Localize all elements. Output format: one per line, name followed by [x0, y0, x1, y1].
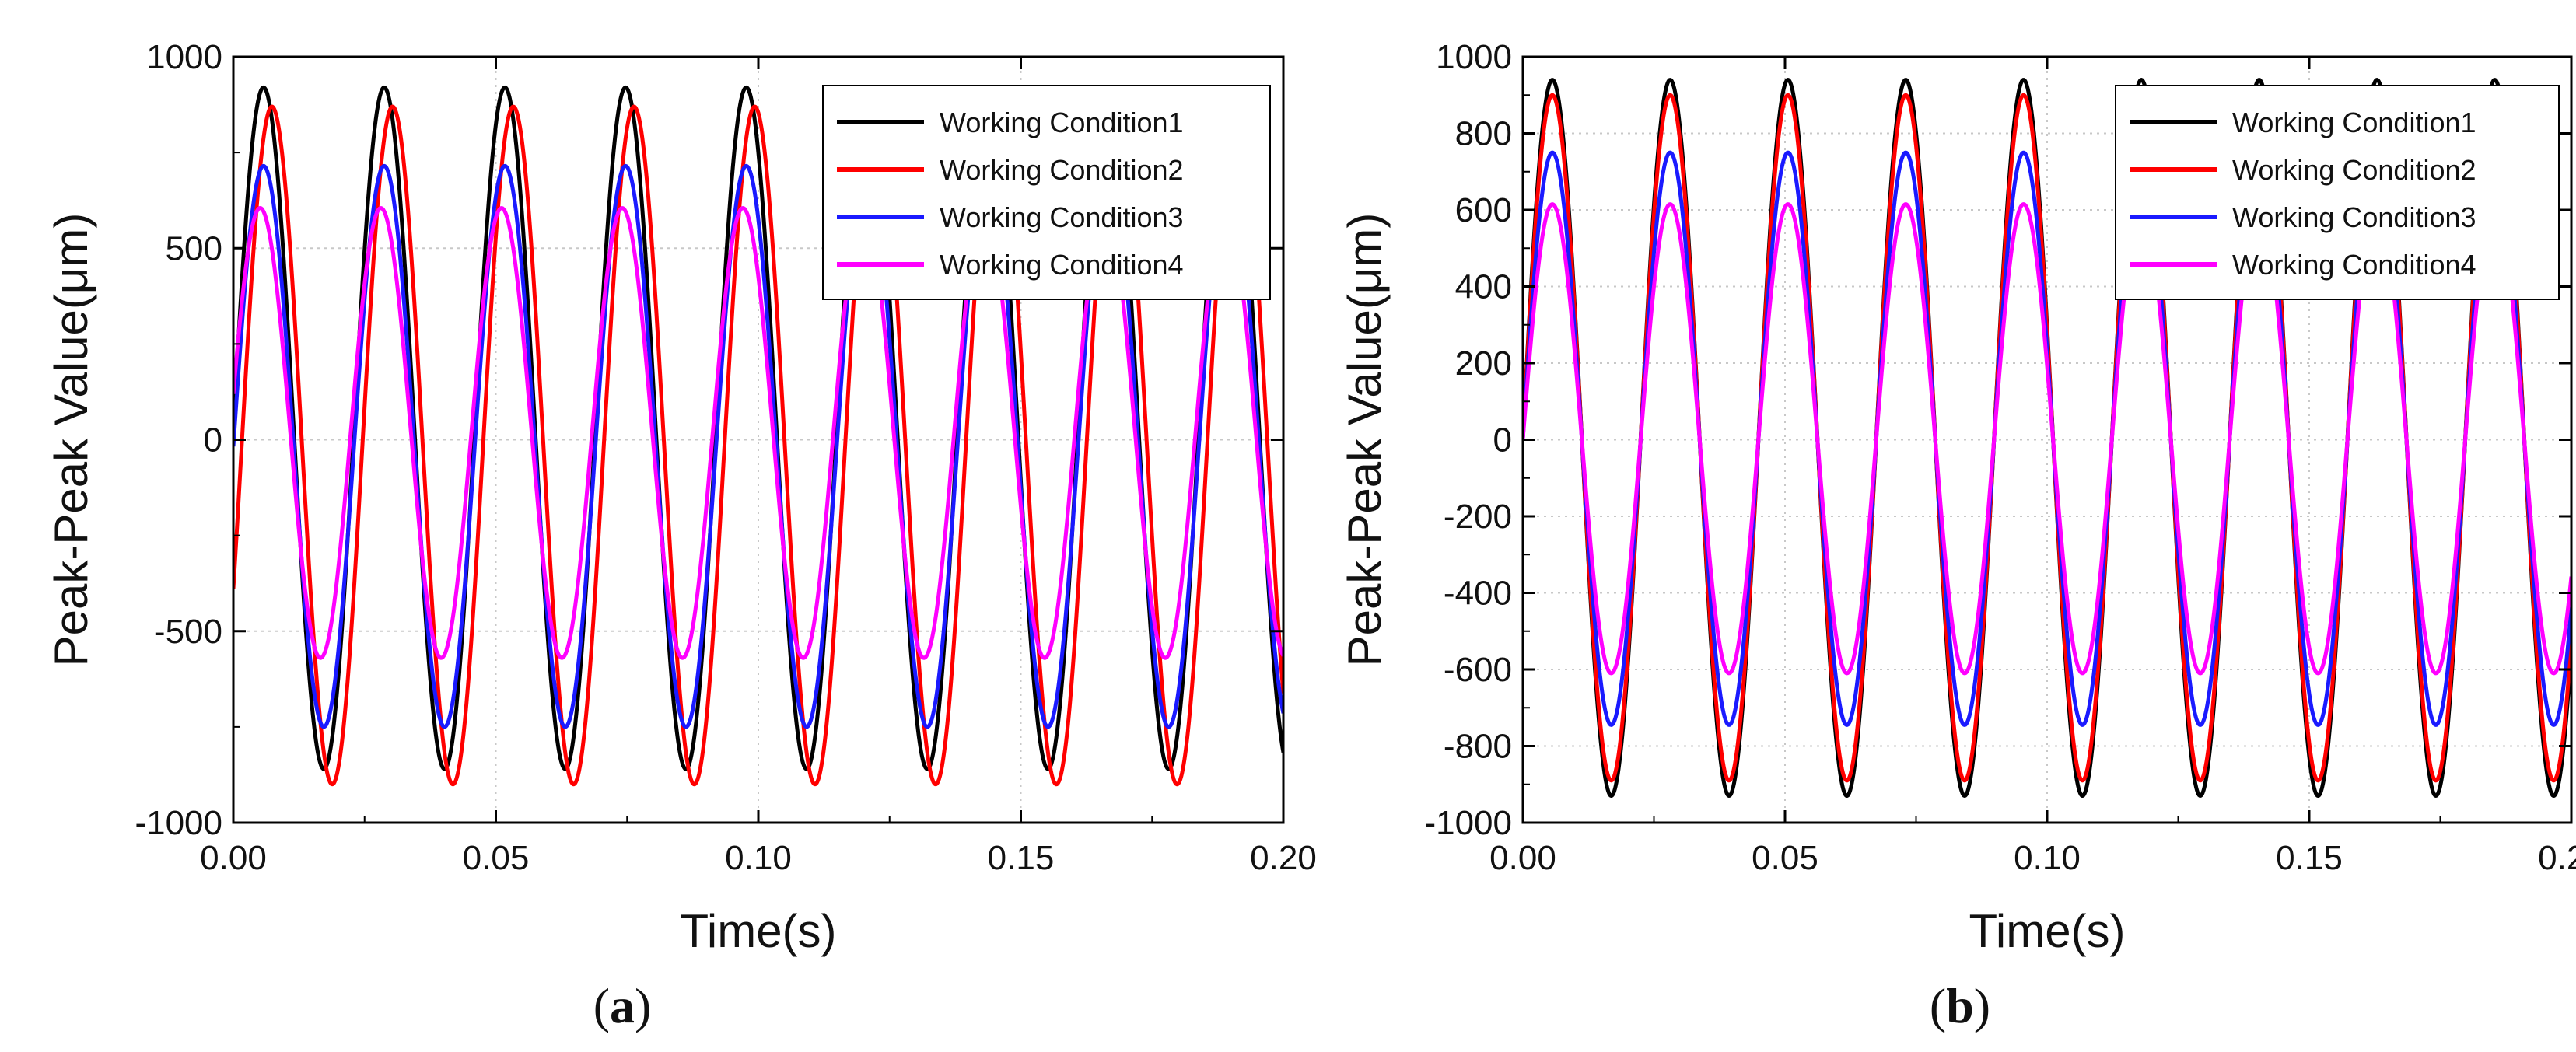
panel-label: (b) — [1930, 978, 1990, 1033]
legend-label-2: Working Condition2 — [940, 154, 1184, 186]
y-tick-label: 400 — [1455, 268, 1512, 306]
x-tick-label: 0.20 — [2538, 839, 2576, 877]
chart-panel-a: 0.00 0.05 0.10 0.15 0.20 -1000 -500 0 500 1000 Tim… — [45, 38, 1317, 1033]
y-tick-label: 0 — [204, 421, 222, 460]
x-axis-title: Time(s) — [680, 905, 836, 957]
x-axis-title: Time(s) — [1969, 905, 2125, 957]
y-tick-label: -500 — [154, 613, 222, 651]
panel-label-open: ( — [593, 978, 610, 1033]
legend: Working Condition1 Working Condition2 Work… — [2115, 85, 2560, 300]
y-axis-title: Peak-Peak Value(μm) — [45, 213, 97, 667]
x-tick-label: 0.05 — [1752, 839, 1818, 877]
legend-label-3: Working Condition3 — [940, 201, 1184, 233]
y-tick-label: -1000 — [135, 804, 222, 842]
x-tick-label: 0.00 — [200, 839, 267, 877]
y-tick-label: 0 — [1493, 421, 1512, 460]
legend-label-1: Working Condition1 — [2232, 107, 2476, 138]
gridlines — [233, 57, 1283, 823]
x-tick-label: 0.10 — [2014, 839, 2081, 877]
panel-label-close: ) — [1974, 978, 1990, 1033]
y-tick-label: 500 — [166, 229, 222, 267]
panel-label-letter: b — [1946, 978, 1974, 1033]
legend-label-4: Working Condition4 — [2232, 249, 2476, 281]
legend-label-4: Working Condition4 — [940, 249, 1184, 281]
panel-label: (a) — [593, 978, 652, 1033]
panel-label-close: ) — [635, 978, 651, 1033]
x-tick-label: 0.00 — [1489, 839, 1556, 877]
panel-label-open: ( — [1930, 978, 1946, 1033]
y-tick-label: -1000 — [1424, 804, 1512, 842]
y-tick-label: -600 — [1444, 651, 1512, 689]
y-tick-label: -800 — [1444, 728, 1512, 766]
y-tick-label: -200 — [1444, 498, 1512, 536]
y-tick-label: 1000 — [146, 38, 222, 76]
x-tick-label: 0.15 — [988, 839, 1055, 877]
y-tick-label: 800 — [1455, 115, 1512, 153]
legend-label-1: Working Condition1 — [940, 107, 1184, 138]
y-tick-label: -400 — [1444, 575, 1512, 613]
y-tick-label: 200 — [1455, 344, 1512, 383]
series-line-4 — [1523, 202, 2571, 676]
x-tick-label: 0.10 — [725, 839, 792, 877]
y-axis-title: Peak-Peak Value(μm) — [1339, 213, 1391, 667]
legend-label-2: Working Condition2 — [2232, 154, 2476, 186]
x-tick-label: 0.05 — [463, 839, 530, 877]
x-tick-label: 0.15 — [2276, 839, 2343, 877]
panel-label-letter: a — [610, 978, 635, 1033]
legend-label-3: Working Condition3 — [2232, 201, 2476, 233]
y-tick-label: 1000 — [1436, 38, 1512, 76]
legend: Working Condition1 Working Condition2 Work… — [822, 85, 1271, 300]
chart-panel-b: 0.00 0.05 0.10 0.15 0.20 -1000 -800 -600 -400 -20… — [1339, 38, 2576, 1033]
x-tick-label: 0.20 — [1250, 839, 1317, 877]
y-tick-label: 600 — [1455, 191, 1512, 229]
